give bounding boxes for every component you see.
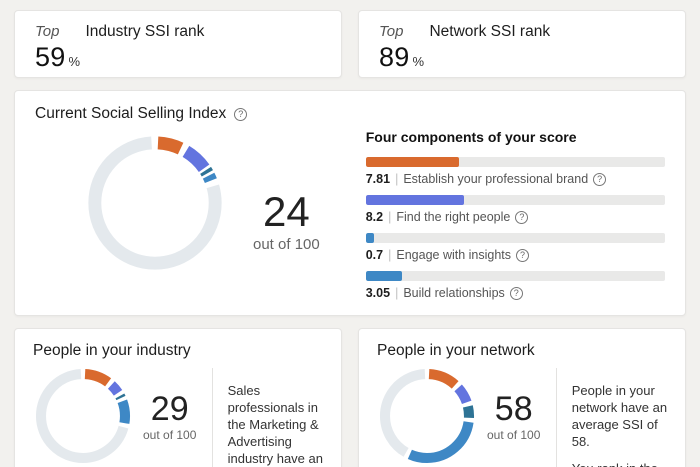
network-text-block: People in your network have an average S…: [572, 368, 669, 467]
component-row-brand: 7.81 | Establish your professional brand…: [365, 157, 665, 186]
component-bar-fill: [365, 195, 464, 205]
component-bar-track: [365, 195, 665, 205]
current-ssi-title: Current Social Selling Index: [35, 105, 227, 122]
industry-text-block: Sales professionals in the Marketing & A…: [228, 368, 325, 467]
network-rank-title: Network SSI rank: [429, 23, 551, 40]
rank-cards-row: Top Industry SSI rank 59 % Top Network S…: [0, 0, 700, 78]
industry-rank-title: Industry SSI rank: [85, 23, 205, 40]
separator: |: [388, 210, 392, 224]
network-score: 58: [494, 390, 533, 428]
network-rank-prefix: Top: [379, 23, 404, 40]
help-icon[interactable]: ?: [593, 172, 607, 186]
ssi-score: 24: [263, 187, 310, 235]
component-bar-track: [365, 157, 665, 167]
network-card: People in your network 58 out of 100 Peo…: [358, 328, 686, 467]
help-icon[interactable]: ?: [509, 286, 523, 300]
help-icon[interactable]: ?: [516, 248, 530, 262]
component-label: Establish your professional brand: [403, 172, 589, 186]
component-bar-track: [365, 271, 665, 281]
industry-rank-unit: %: [68, 54, 80, 69]
component-value: 0.7: [365, 248, 384, 262]
industry-score: 29: [150, 390, 189, 428]
component-row-insights: 0.7 | Engage with insights ?: [365, 233, 665, 262]
industry-card: People in your industry 29 out of 100 Sa…: [14, 328, 342, 467]
industry-score-denominator: out of 100: [143, 428, 197, 442]
people-cards-row: People in your industry 29 out of 100 Sa…: [14, 328, 686, 467]
components-heading: Four components of your score: [365, 129, 577, 145]
help-icon[interactable]: ?: [515, 210, 529, 224]
network-rank-card: Top Network SSI rank 89 %: [358, 10, 686, 78]
network-rank-unit: %: [412, 54, 424, 69]
component-bar-fill: [365, 157, 460, 167]
component-label: Find the right people: [396, 210, 511, 224]
network-rank-value: 89: [379, 42, 410, 72]
component-value: 3.05: [365, 286, 391, 300]
network-rank-line: You rank in the top 89%: [572, 461, 669, 467]
component-bar-fill: [365, 233, 375, 243]
component-label: Engage with insights: [396, 248, 512, 262]
component-label: Build relationships: [403, 286, 505, 300]
network-summary: People in your network have an average S…: [571, 383, 668, 449]
industry-summary: Sales professionals in the Marketing & A…: [227, 383, 323, 466]
component-row-relationships: 3.05 | Build relationships ?: [365, 271, 665, 300]
component-bar-fill: [365, 271, 403, 281]
component-row-people: 8.2 | Find the right people ?: [365, 195, 665, 224]
industry-rank-prefix: Top: [35, 23, 60, 40]
ssi-score-denominator: out of 100: [253, 235, 320, 253]
separator: |: [395, 172, 399, 186]
current-ssi-card: Current Social Selling Index ? 24 out of…: [14, 90, 686, 316]
separator: |: [395, 286, 399, 300]
ssi-donut-chart: [88, 136, 222, 270]
network-score-denominator: out of 100: [487, 428, 541, 442]
rank-prefix: You rank in the: [572, 461, 658, 467]
industry-rank-value: 59: [35, 42, 66, 72]
industry-donut-chart: [35, 368, 131, 464]
score-components-panel: Four components of your score 7.81 | Est…: [365, 123, 665, 309]
component-value: 7.81: [365, 172, 391, 186]
component-value: 8.2: [365, 210, 384, 224]
network-card-title: People in your network: [377, 342, 535, 359]
network-donut-chart: [379, 368, 475, 464]
industry-card-title: People in your industry: [33, 342, 191, 359]
help-icon[interactable]: ?: [234, 107, 248, 121]
industry-rank-card: Top Industry SSI rank 59 %: [14, 10, 342, 78]
component-bar-track: [365, 233, 665, 243]
separator: |: [388, 248, 392, 262]
ssi-donut-zone: 24 out of 100: [35, 123, 320, 271]
